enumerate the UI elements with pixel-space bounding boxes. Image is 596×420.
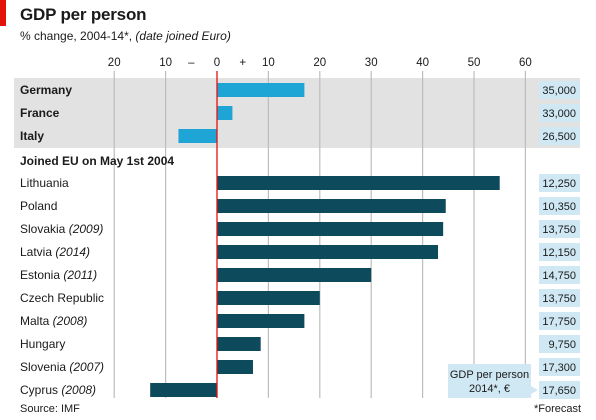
callout-label-line2: 2014*, € [469,383,510,395]
gdp-value-box [539,358,580,376]
bar-latvia [217,245,439,259]
gdp-value-box [539,81,580,99]
source-note: Source: IMF [20,403,80,415]
brand-tag [0,0,6,26]
country-name: Cyprus [20,383,58,397]
country-name: Germany [20,83,72,97]
bar-hungary [217,337,261,351]
country-label: Cyprus (2008) [20,383,96,397]
euro-join-year: (2009) [65,222,103,236]
country-label: Czech Republic [20,291,104,305]
x-tick-label: 10 [159,57,172,69]
country-label: Latvia (2014) [20,245,90,259]
country-label: Italy [20,129,44,143]
gdp-value: 26,500 [542,131,576,143]
gdp-value-box [539,335,580,353]
gdp-value: 35,000 [542,85,576,97]
x-tick-label: 10 [262,57,275,69]
country-name: Czech Republic [20,291,104,305]
callout-pointer [531,386,538,394]
bar-estonia [217,268,372,282]
bar-lithuania [217,176,500,190]
chart-subtitle: % change, 2004-14*, (date joined Euro) [20,29,231,43]
country-name: Slovakia [20,222,66,236]
country-label: France [20,106,60,120]
gdp-value-box [539,243,580,261]
country-label: Poland [20,199,57,213]
forecast-footnote: *Forecast [534,403,582,415]
x-tick-label: 30 [365,57,378,69]
bar-malta [217,314,305,328]
country-name: Slovenia [20,360,66,374]
chart-title: GDP per person [20,5,147,24]
bar-czech-republic [217,291,320,305]
bar-slovenia [217,360,253,374]
gdp-value: 14,750 [542,270,576,282]
gdp-value-box [539,381,580,399]
value-column-callout [448,364,531,398]
country-name: Lithuania [20,176,69,190]
country-name: Hungary [20,337,65,351]
gdp-value-box [539,312,580,330]
gdp-value: 13,750 [542,293,576,305]
country-label: Estonia (2011) [20,268,97,282]
bar-germany [217,83,305,97]
gdp-value-box [539,197,580,215]
euro-join-year: (2008) [49,314,87,328]
country-label: Hungary [20,337,65,351]
gdp-value-box [539,174,580,192]
gdp-value: 33,000 [542,108,576,120]
x-tick-label: 40 [416,57,429,69]
gdp-value-box [539,127,580,145]
gdp-value: 12,250 [542,178,576,190]
x-tick-label: 20 [108,57,121,69]
bar-cyprus [150,383,217,397]
gdp-value-box [539,289,580,307]
subtitle-note: (date joined Euro) [135,29,231,43]
x-tick-label: 20 [313,57,326,69]
x-tick-label: 0 [214,57,220,69]
country-label: Slovakia (2009) [20,222,103,236]
bar-italy [178,129,217,143]
country-label: Lithuania [20,176,69,190]
gdp-value: 9,750 [548,339,576,351]
euro-join-year: (2011) [60,268,97,282]
euro-join-year: (2007) [66,360,104,374]
bar-poland [217,199,446,213]
x-tick-label: + [239,57,246,69]
country-label: Malta (2008) [20,314,87,328]
gdp-value: 12,150 [542,247,576,259]
gdp-value: 17,750 [542,316,576,328]
euro-join-year: (2008) [58,383,96,397]
gdp-value: 13,750 [542,224,576,236]
group-header: Joined EU on May 1st 2004 [20,154,174,168]
gdp-value: 10,350 [542,201,576,213]
subtitle-main: % change, 2004-14*, [20,29,136,43]
callout-label-line1: GDP per person [450,369,529,381]
gdp-value: 17,300 [542,362,576,374]
country-name: Estonia [20,268,60,282]
bar-france [217,106,233,120]
gdp-value-box [539,104,580,122]
country-label: Germany [20,83,72,97]
gdp-value: 17,650 [542,385,576,397]
country-label: Slovenia (2007) [20,360,104,374]
country-name: Poland [20,199,57,213]
x-tick-label: 50 [468,57,481,69]
x-tick-label: 60 [519,57,532,69]
x-tick-label: – [188,57,195,69]
euro-join-year: (2014) [52,245,90,259]
country-name: Latvia [20,245,52,259]
country-name: Malta [20,314,50,328]
country-name: France [20,106,60,120]
country-name: Italy [20,129,44,143]
gdp-value-box [539,266,580,284]
gdp-value-box [539,220,580,238]
bar-slovakia [217,222,444,236]
